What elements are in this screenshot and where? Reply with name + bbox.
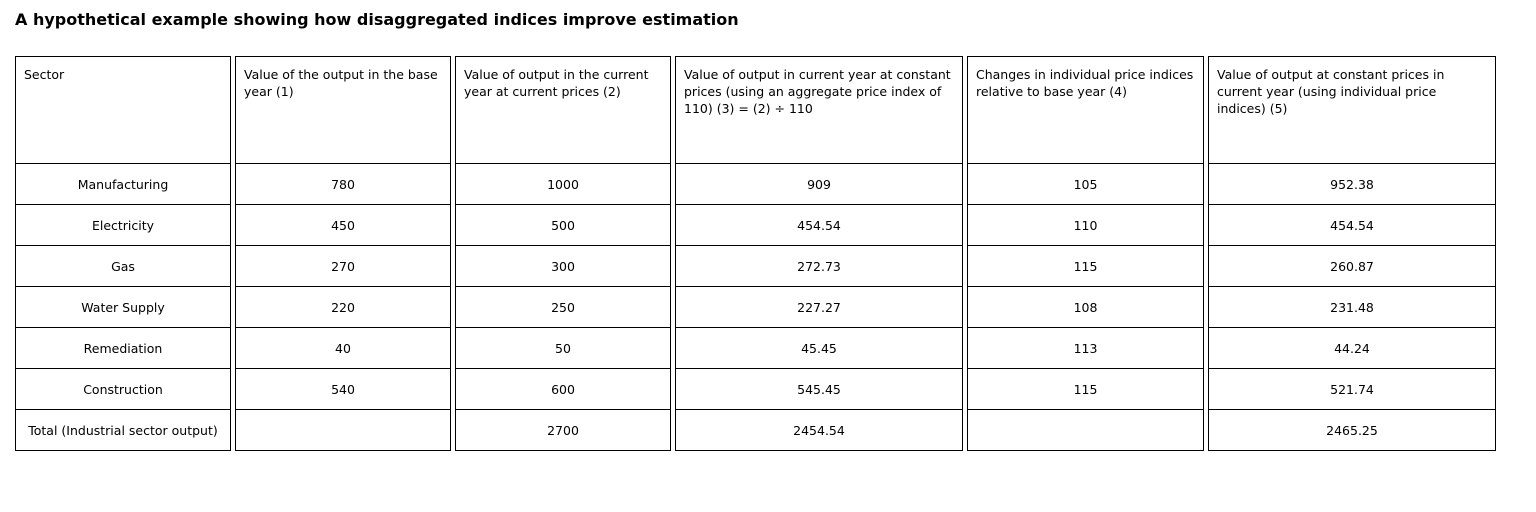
table-cell: 2700 bbox=[455, 409, 671, 451]
table-cell: 270 bbox=[235, 245, 451, 287]
header-base-year-value: Value of the output in the base year (1) bbox=[235, 56, 451, 164]
row-sector-cell: Construction bbox=[15, 368, 231, 410]
table-cell: 115 bbox=[967, 368, 1204, 410]
header-current-prices-value: Value of output in the current year at c… bbox=[455, 56, 671, 164]
row-sector-cell: Remediation bbox=[15, 327, 231, 369]
table-cell: 600 bbox=[455, 368, 671, 410]
table-cell: 272.73 bbox=[675, 245, 963, 287]
table-cell: 521.74 bbox=[1208, 368, 1496, 410]
table-cell: 220 bbox=[235, 286, 451, 328]
table-cell: 1000 bbox=[455, 163, 671, 205]
table-cell: 231.48 bbox=[1208, 286, 1496, 328]
table-cell: 227.27 bbox=[675, 286, 963, 328]
table-cell: 44.24 bbox=[1208, 327, 1496, 369]
page-title: A hypothetical example showing how disag… bbox=[15, 10, 739, 29]
table-cell: 260.87 bbox=[1208, 245, 1496, 287]
table-cell: 454.54 bbox=[675, 204, 963, 246]
header-sector: Sector bbox=[15, 56, 231, 164]
table-cell: 115 bbox=[967, 245, 1204, 287]
table-cell: 545.45 bbox=[675, 368, 963, 410]
table-cell bbox=[967, 409, 1204, 451]
table-cell: 2465.25 bbox=[1208, 409, 1496, 451]
table-cell: 300 bbox=[455, 245, 671, 287]
table-cell: 108 bbox=[967, 286, 1204, 328]
table-cell: 250 bbox=[455, 286, 671, 328]
table-cell: 540 bbox=[235, 368, 451, 410]
table-cell: 110 bbox=[967, 204, 1204, 246]
table-cell: 952.38 bbox=[1208, 163, 1496, 205]
table-cell: 105 bbox=[967, 163, 1204, 205]
table-cell: 113 bbox=[967, 327, 1204, 369]
row-sector-cell: Manufacturing bbox=[15, 163, 231, 205]
table-cell: 500 bbox=[455, 204, 671, 246]
table-cell: 780 bbox=[235, 163, 451, 205]
total-label-cell: Total (Industrial sector output) bbox=[15, 409, 231, 451]
data-table: Sector Value of the output in the base y… bbox=[15, 56, 1496, 451]
row-sector-cell: Electricity bbox=[15, 204, 231, 246]
header-price-index-change: Changes in individual price indices rela… bbox=[967, 56, 1204, 164]
table-cell: 45.45 bbox=[675, 327, 963, 369]
row-sector-cell: Gas bbox=[15, 245, 231, 287]
header-individual-constant-value: Value of output at constant prices in cu… bbox=[1208, 56, 1496, 164]
table-cell: 450 bbox=[235, 204, 451, 246]
table-cell: 909 bbox=[675, 163, 963, 205]
row-sector-cell: Water Supply bbox=[15, 286, 231, 328]
table-cell: 50 bbox=[455, 327, 671, 369]
table-cell: 2454.54 bbox=[675, 409, 963, 451]
header-aggregate-constant-value: Value of output in current year at const… bbox=[675, 56, 963, 164]
table-cell: 40 bbox=[235, 327, 451, 369]
table-cell: 454.54 bbox=[1208, 204, 1496, 246]
table-cell bbox=[235, 409, 451, 451]
